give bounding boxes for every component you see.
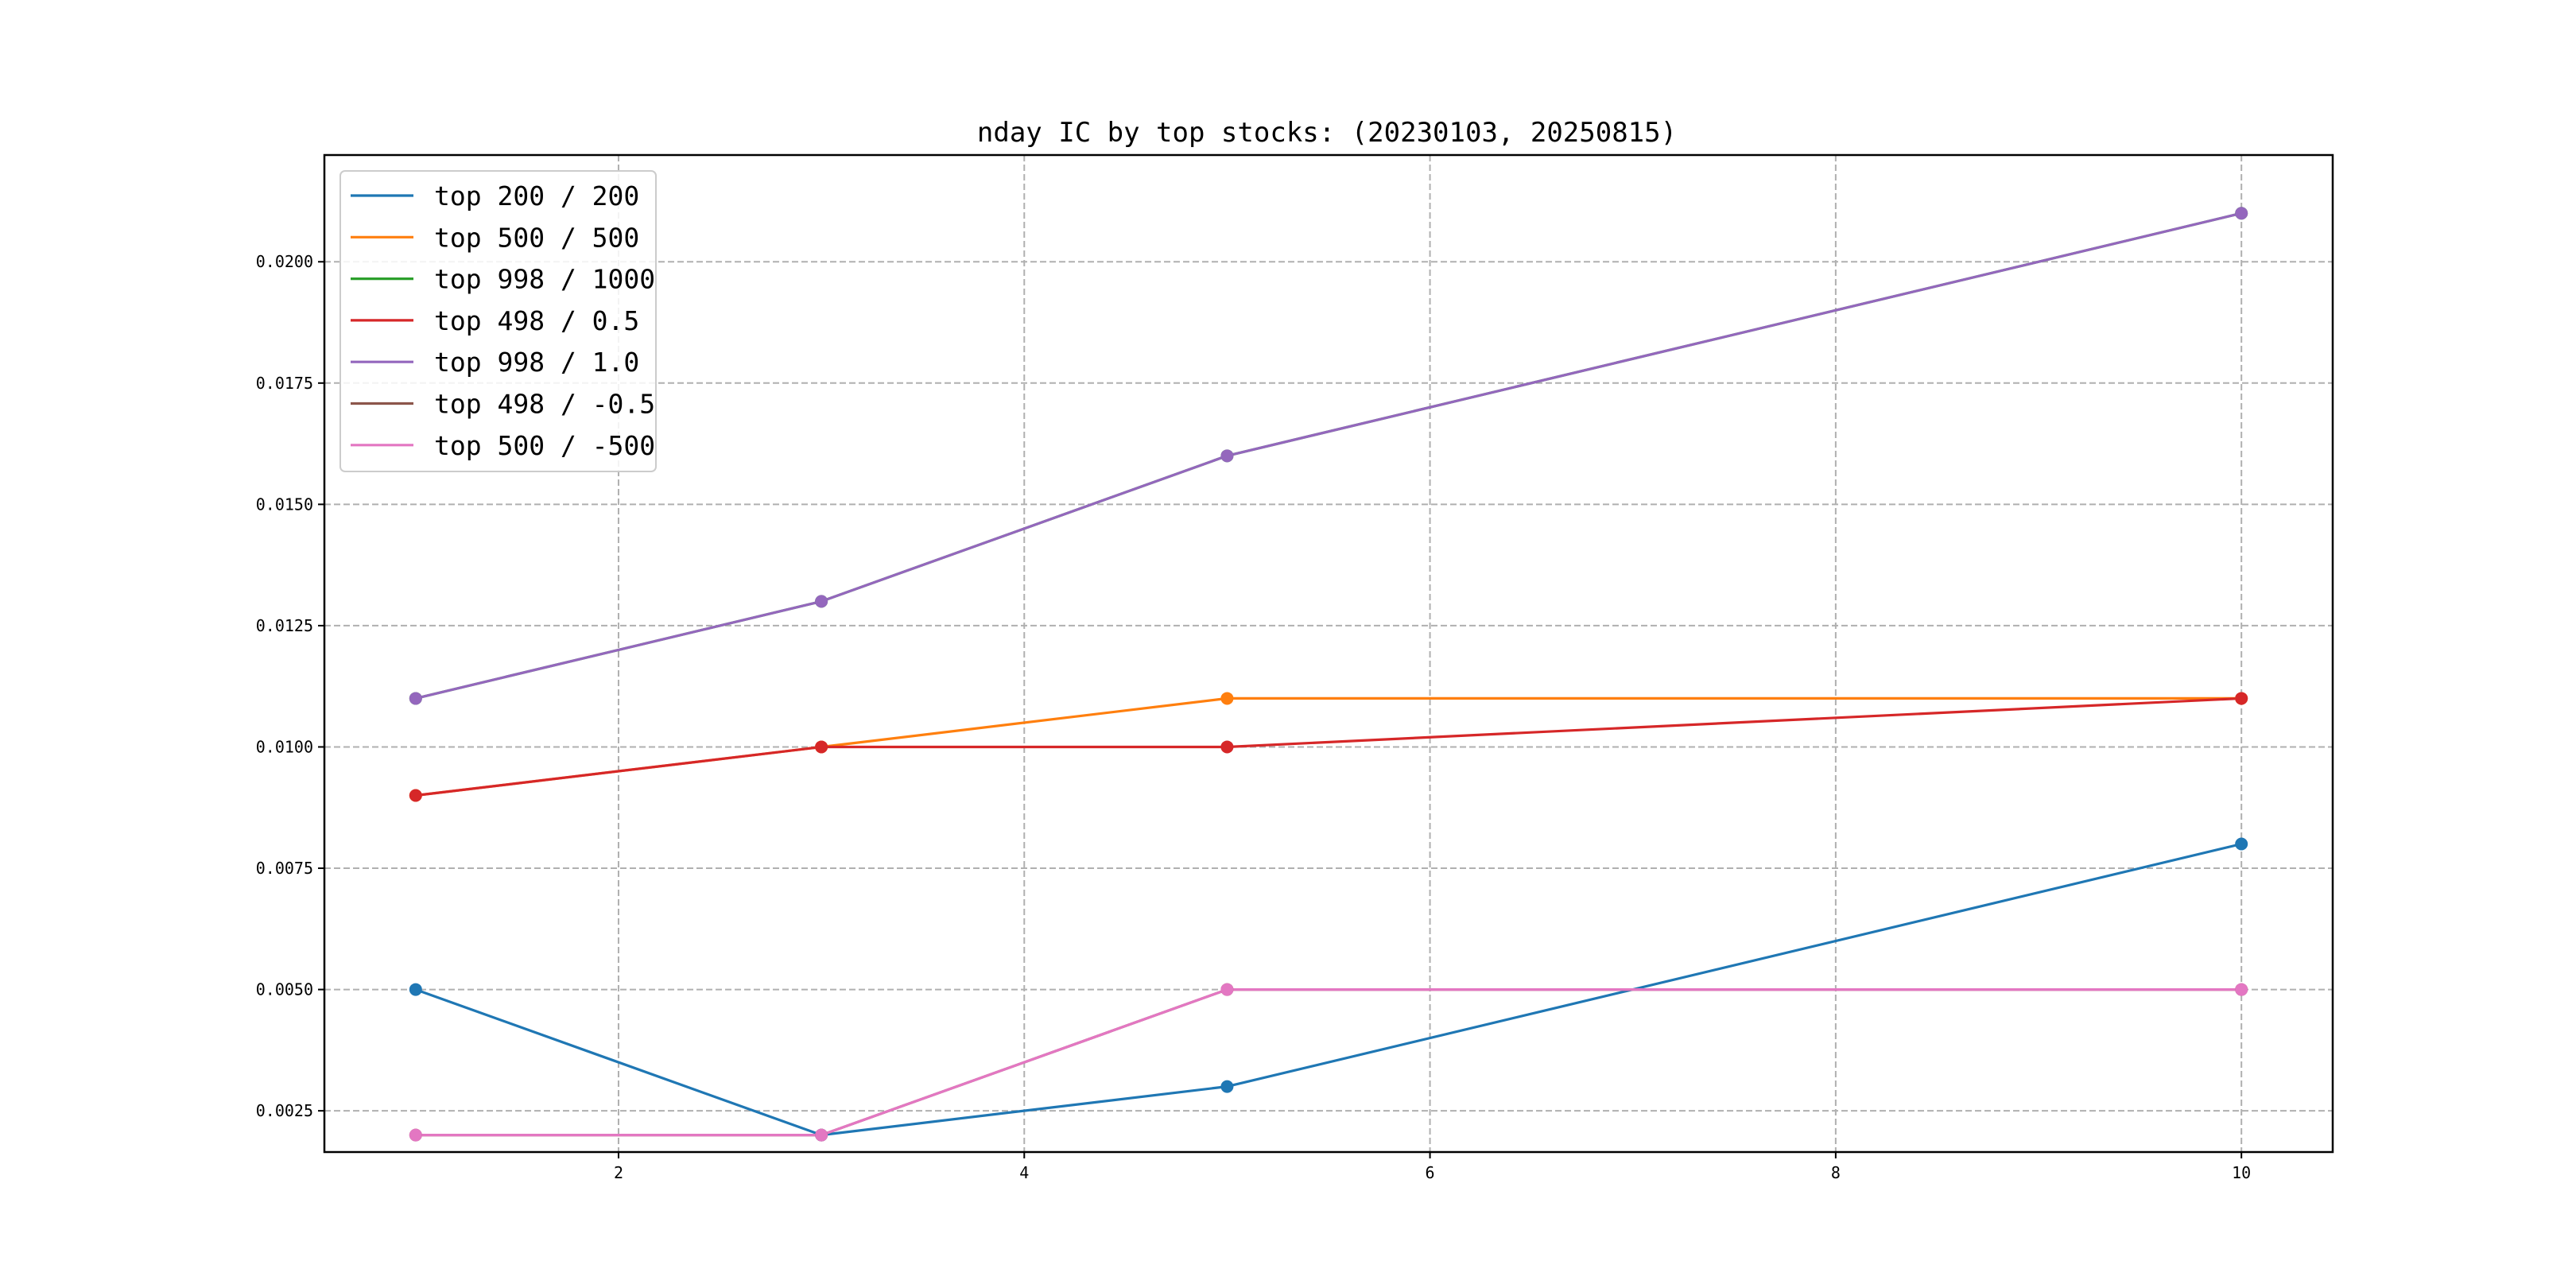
y-tick-label: 0.0125 xyxy=(256,616,313,635)
data-point xyxy=(1220,740,1234,754)
x-axis: 2 4 6 8 10 xyxy=(614,1152,2251,1182)
legend-label: top 998 / 1000 xyxy=(434,264,655,295)
y-tick-label: 0.0150 xyxy=(256,495,313,514)
y-tick-label: 0.0050 xyxy=(256,980,313,999)
legend-label: top 200 / 200 xyxy=(434,180,639,211)
data-point xyxy=(409,1128,422,1142)
series-line-6 xyxy=(415,987,2242,1137)
data-point xyxy=(409,983,422,996)
data-point xyxy=(409,789,422,802)
data-point xyxy=(815,1128,828,1142)
data-point xyxy=(409,692,422,705)
data-point xyxy=(1220,983,1234,996)
x-tick-label: 10 xyxy=(2232,1163,2251,1182)
data-point xyxy=(815,740,828,754)
data-point xyxy=(2235,692,2248,705)
y-tick-label: 0.0175 xyxy=(256,374,313,393)
series-line-3 xyxy=(415,696,2242,797)
x-tick-label: 6 xyxy=(1426,1163,1435,1182)
series-line-4 xyxy=(415,211,2242,700)
x-tick-label: 4 xyxy=(1019,1163,1029,1182)
legend-box xyxy=(339,170,657,472)
x-tick-label: 2 xyxy=(614,1163,623,1182)
plot-frame xyxy=(323,153,2334,1154)
x-tick-label: 8 xyxy=(1831,1163,1841,1182)
legend-label: top 500 / -500 xyxy=(434,430,655,461)
legend: top 200 / 200 top 500 / 500 top 998 / 1000… xyxy=(339,170,657,472)
series-lines xyxy=(415,211,2242,1137)
data-point xyxy=(815,595,828,608)
data-point xyxy=(1220,1080,1234,1093)
data-point xyxy=(1220,449,1234,463)
plot-area xyxy=(323,153,2334,1154)
series-line-0 xyxy=(415,842,2242,1137)
data-point xyxy=(1220,692,1234,705)
data-point xyxy=(2235,207,2248,220)
legend-label: top 498 / -0.5 xyxy=(434,389,655,420)
data-point xyxy=(2235,983,2248,996)
legend-label: top 500 / 500 xyxy=(434,222,639,253)
chart-title: nday IC by top stocks: (20230103, 202508… xyxy=(977,117,1677,149)
legend-label: top 998 / 1.0 xyxy=(434,347,639,378)
plot-background xyxy=(324,155,2333,1152)
y-axis: 0.0025 0.0050 0.0075 0.0100 0.0125 0.0150 0.01… xyxy=(256,252,324,1120)
series-markers xyxy=(409,207,2248,1142)
legend-label: top 498 / 0.5 xyxy=(434,305,639,336)
y-tick-label: 0.0200 xyxy=(256,252,313,271)
y-tick-label: 0.0075 xyxy=(256,859,313,878)
y-tick-label: 0.0100 xyxy=(256,737,313,756)
y-tick-label: 0.0025 xyxy=(256,1101,313,1120)
data-point xyxy=(2235,837,2248,851)
